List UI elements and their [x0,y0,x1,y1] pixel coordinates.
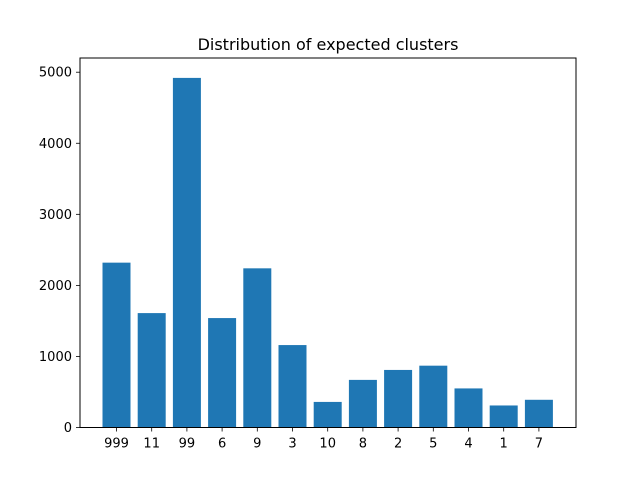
y-tick-label: 3000 [39,208,72,223]
bar-4 [454,388,483,428]
x-axis: 999 11 99 6 9 3 10 8 2 5 4 1 7 [104,427,543,452]
y-tick-label: 1000 [39,350,72,365]
plot-frame [79,57,577,428]
bar-2 [384,369,413,428]
y-tick-label: 5000 [39,66,72,81]
x-tick-label: 11 [143,437,160,452]
y-tick-label: 0 [64,421,72,436]
x-tick-label: 1 [500,437,508,452]
bar-99 [172,77,201,428]
x-tick-label: 99 [179,437,196,452]
bar-5 [419,365,448,428]
chart-title: Distribution of expected clusters [198,35,459,54]
bar-1 [489,405,518,428]
x-tick-label: 3 [288,437,296,452]
bars-group [102,77,553,428]
bar-8 [348,379,377,428]
bar-999 [102,262,131,428]
x-tick-label: 2 [394,437,402,452]
x-tick-label: 8 [359,437,367,452]
bar-10 [313,401,342,428]
x-tick-label: 999 [104,437,129,452]
x-tick-label: 7 [535,437,543,452]
bar-3 [278,345,307,428]
bar-9 [243,268,272,428]
x-tick-label: 9 [253,437,261,452]
bar-11 [137,313,166,428]
bar-7 [524,399,553,428]
x-tick-label: 6 [218,437,226,452]
y-tick-label: 4000 [39,137,72,152]
y-axis: 0 1000 2000 3000 4000 5000 [39,66,80,436]
x-tick-label: 4 [464,437,472,452]
x-tick-label: 10 [319,437,336,452]
bar-6 [208,318,237,428]
x-tick-label: 5 [429,437,437,452]
y-tick-label: 2000 [39,279,72,294]
